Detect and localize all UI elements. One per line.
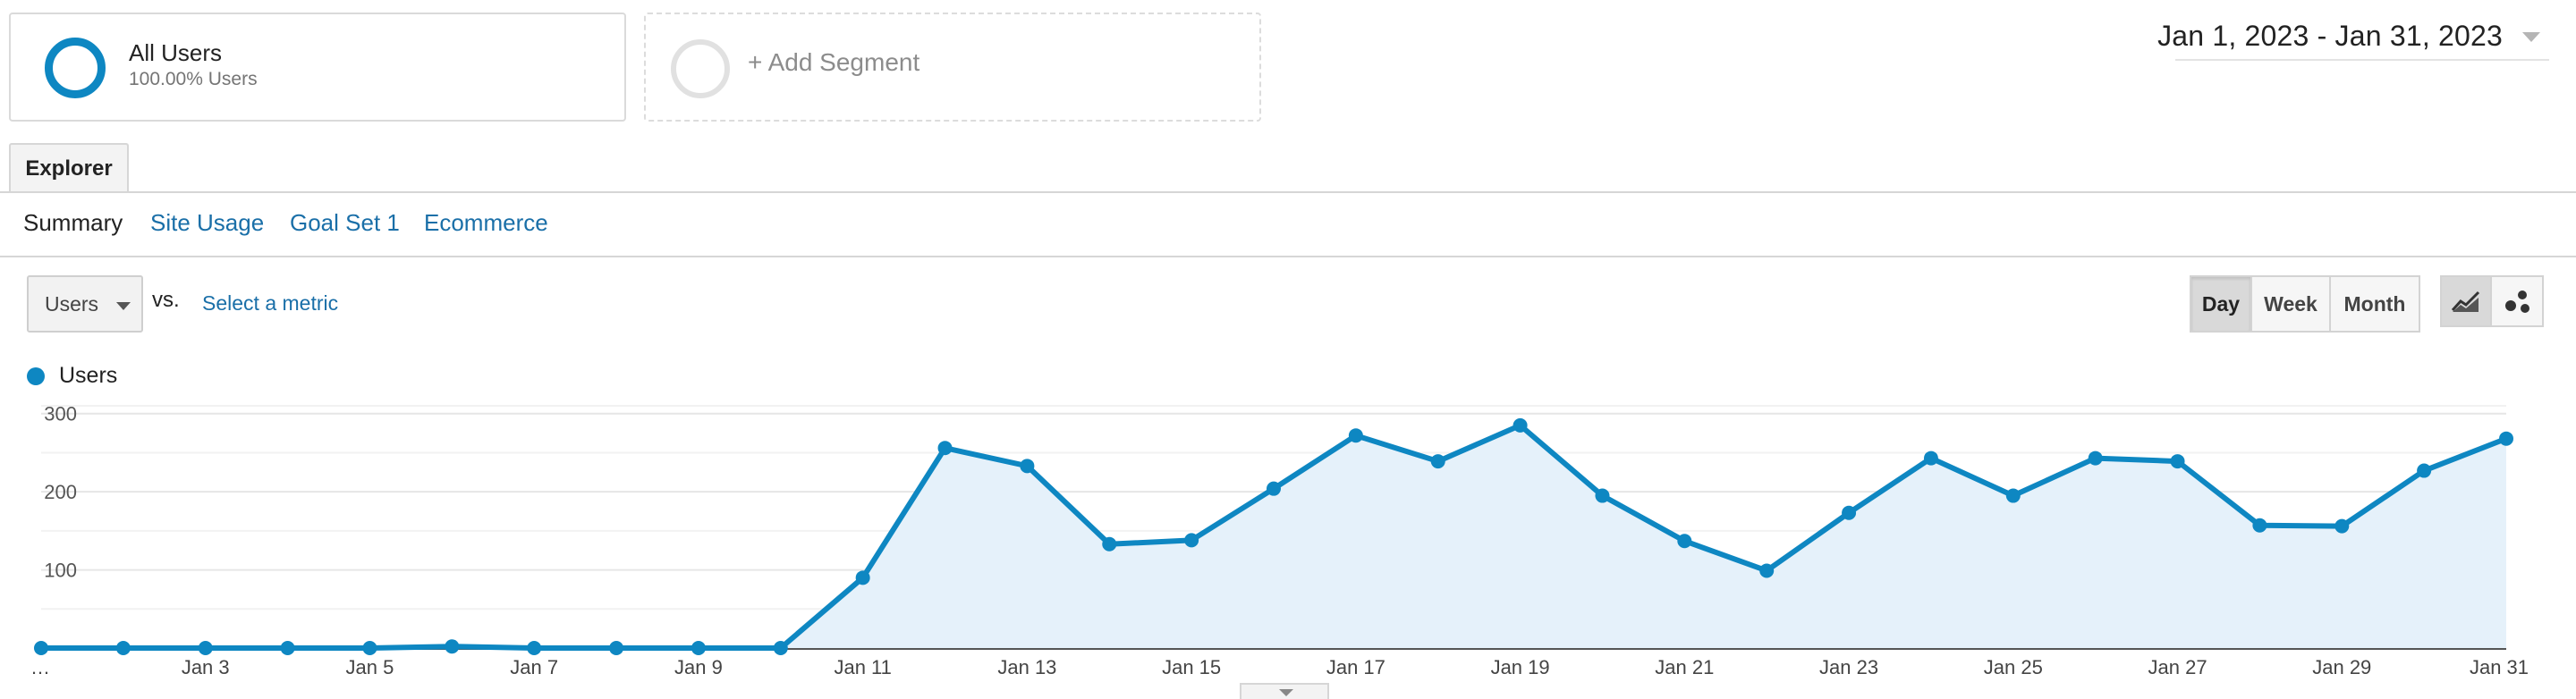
add-segment-card[interactable] (644, 13, 1261, 122)
tab-explorer[interactable]: Explorer (9, 143, 129, 193)
date-range-underline (2175, 59, 2549, 61)
subtab-ecommerce[interactable]: Ecommerce (424, 209, 548, 236)
segment-ring-icon (45, 38, 106, 98)
x-tick-label: Jan 15 (1162, 656, 1221, 678)
add-segment-label[interactable]: + Add Segment (748, 48, 920, 76)
chart-expand-handle[interactable] (1240, 683, 1329, 699)
day-button[interactable]: Day (2190, 275, 2252, 333)
data-point (1595, 488, 1610, 503)
x-tick-label: … (30, 656, 50, 678)
data-point (1430, 454, 1445, 469)
data-point (2088, 451, 2103, 466)
subtab-site-usage[interactable]: Site Usage (150, 209, 265, 236)
data-point (937, 441, 953, 456)
month-button[interactable]: Month (2331, 275, 2420, 333)
x-tick-label: Jan 11 (834, 656, 891, 678)
data-point (1348, 428, 1363, 443)
data-point (773, 641, 788, 655)
line-chart-button[interactable] (2440, 275, 2492, 327)
data-point (445, 639, 460, 654)
data-point (34, 641, 48, 655)
data-point (1020, 459, 1035, 474)
x-tick-label: Jan 7 (510, 656, 558, 678)
x-tick-label: Jan 5 (346, 656, 394, 678)
y-tick-label: 200 (44, 481, 77, 503)
segment-title: All Users (129, 39, 223, 66)
legend-users-label[interactable]: Users (59, 363, 118, 388)
data-point (2334, 518, 2350, 534)
x-tick-label: Jan 19 (1491, 656, 1550, 678)
metric-dropdown[interactable]: Users (27, 275, 143, 333)
data-point (2417, 463, 2432, 478)
data-point (198, 641, 213, 655)
data-point (1759, 563, 1775, 578)
chart-view-toggle (2440, 275, 2544, 327)
x-tick-label: Jan 29 (2312, 656, 2371, 678)
subtab-summary[interactable]: Summary (23, 209, 123, 236)
chevron-down-icon[interactable] (2522, 32, 2540, 42)
x-tick-label: Jan 27 (2148, 656, 2207, 678)
data-point (2005, 488, 2021, 503)
data-point (609, 641, 624, 655)
divider (0, 256, 2576, 257)
y-tick-label: 100 (44, 560, 77, 582)
select-metric-link[interactable]: Select a metric (202, 291, 339, 315)
users-area (41, 425, 2506, 648)
data-point (280, 641, 295, 655)
data-point (115, 641, 131, 655)
motion-chart-button[interactable] (2492, 275, 2544, 327)
date-range-picker[interactable]: Jan 1, 2023 - Jan 31, 2023 (2157, 20, 2503, 52)
y-tick-label: 300 (44, 403, 77, 425)
users-line-chart[interactable]: 100 200 300 … Jan 3 Jan 5 Jan 7 Jan 9 Jan 11 Jan … (0, 393, 2576, 688)
data-point (1923, 451, 1938, 466)
divider (0, 191, 2576, 193)
data-point (2499, 431, 2513, 446)
data-point (855, 570, 870, 585)
data-point (1513, 417, 1528, 433)
x-tick-label: Jan 9 (674, 656, 723, 678)
data-point (2170, 454, 2185, 469)
data-point (691, 641, 706, 655)
vs-label: vs. (152, 288, 180, 312)
x-tick-label: Jan 13 (997, 656, 1056, 678)
line-chart-icon (2451, 291, 2480, 312)
x-tick-label: Jan 21 (1655, 656, 1714, 678)
subtab-goal-set-1[interactable]: Goal Set 1 (290, 209, 400, 236)
segment-all-users-card[interactable] (9, 13, 626, 122)
data-point (2252, 518, 2267, 533)
legend-users-dot (27, 367, 45, 385)
data-point (527, 641, 542, 655)
x-tick-label: Jan 31 (2470, 656, 2529, 678)
x-tick-label: Jan 25 (1984, 656, 2043, 678)
x-tick-label: Jan 3 (182, 656, 230, 678)
data-point (1102, 536, 1117, 552)
data-point (1184, 533, 1199, 548)
motion-chart-icon (2505, 291, 2529, 313)
empty-segment-ring-icon (671, 39, 730, 98)
data-point (362, 641, 377, 655)
x-tick-label: Jan 17 (1326, 656, 1385, 678)
chevron-down-icon (116, 302, 131, 310)
x-tick-label: Jan 23 (1819, 656, 1878, 678)
data-point (1677, 534, 1692, 549)
segment-subtitle: 100.00% Users (129, 69, 258, 89)
period-toggle: Day Week Month (2190, 275, 2420, 333)
data-point (1267, 481, 1281, 496)
metric-dropdown-label: Users (45, 292, 99, 316)
chevron-down-icon (1279, 689, 1293, 696)
week-button[interactable]: Week (2252, 275, 2331, 333)
data-point (1842, 505, 1857, 520)
